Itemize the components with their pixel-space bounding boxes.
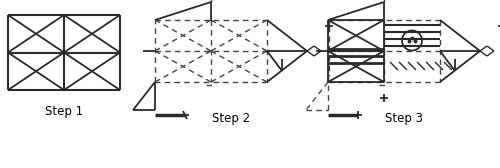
Text: Step 2: Step 2 — [212, 112, 250, 125]
Text: Step 3: Step 3 — [385, 112, 423, 125]
Text: Step 1: Step 1 — [45, 105, 83, 118]
